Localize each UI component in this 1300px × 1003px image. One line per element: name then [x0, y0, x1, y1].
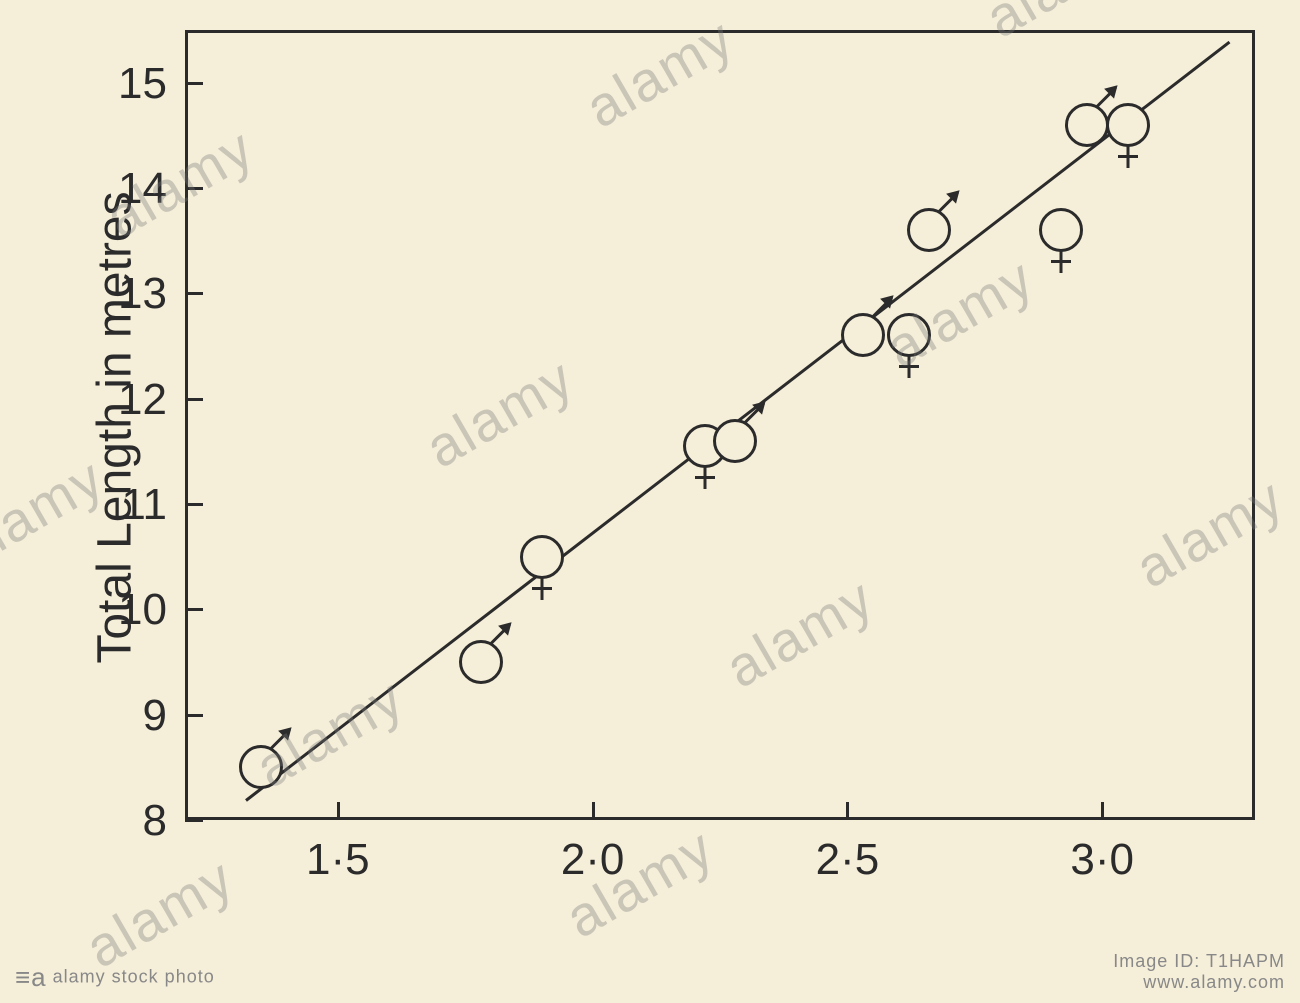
y-tick-label: 13 — [107, 269, 167, 319]
y-tick-mark — [185, 819, 203, 822]
y-tick-mark — [185, 503, 203, 506]
watermark-text: alamy stock photo — [53, 966, 215, 986]
y-tick-mark — [185, 82, 203, 85]
image-url-label: www.alamy.com — [1113, 972, 1285, 993]
data-point-male — [907, 208, 951, 252]
x-tick-mark — [1101, 802, 1104, 820]
data-point-male — [713, 419, 757, 463]
y-tick-mark — [185, 608, 203, 611]
y-tick-label: 8 — [107, 796, 167, 846]
female-symbol-cross-icon — [1051, 260, 1071, 263]
marker-circle — [1065, 103, 1109, 147]
female-symbol-cross-icon — [532, 587, 552, 590]
x-tick-label: 2·5 — [807, 835, 887, 885]
y-tick-mark — [185, 714, 203, 717]
x-tick-mark — [337, 802, 340, 820]
y-tick-mark — [185, 398, 203, 401]
data-point-female — [1039, 208, 1083, 252]
female-symbol-cross-icon — [695, 476, 715, 479]
female-symbol-cross-icon — [1118, 155, 1138, 158]
marker-circle — [1039, 208, 1083, 252]
x-tick-label: 1·5 — [298, 835, 378, 885]
y-tick-mark — [185, 292, 203, 295]
marker-circle — [459, 640, 503, 684]
y-tick-label: 12 — [107, 375, 167, 425]
data-point-male — [459, 640, 503, 684]
x-tick-mark — [592, 802, 595, 820]
y-tick-label: 15 — [107, 59, 167, 109]
alamy-logo-icon: ≡a — [15, 962, 47, 992]
x-tick-label: 3·0 — [1062, 835, 1142, 885]
image-id-label: Image ID: T1HAPM — [1113, 951, 1285, 972]
marker-circle — [1106, 103, 1150, 147]
marker-circle — [907, 208, 951, 252]
y-tick-label: 9 — [107, 691, 167, 741]
marker-circle — [841, 313, 885, 357]
data-point-male — [841, 313, 885, 357]
data-point-female — [1106, 103, 1150, 147]
watermark-bottom-left: ≡a alamy stock photo — [15, 962, 215, 993]
x-tick-mark — [846, 802, 849, 820]
watermark-bottom-right: Image ID: T1HAPM www.alamy.com — [1113, 951, 1285, 993]
marker-circle — [520, 535, 564, 579]
data-point-male — [1065, 103, 1109, 147]
marker-circle — [713, 419, 757, 463]
y-tick-label: 10 — [107, 585, 167, 635]
data-point-female — [520, 535, 564, 579]
y-tick-label: 11 — [107, 480, 167, 530]
